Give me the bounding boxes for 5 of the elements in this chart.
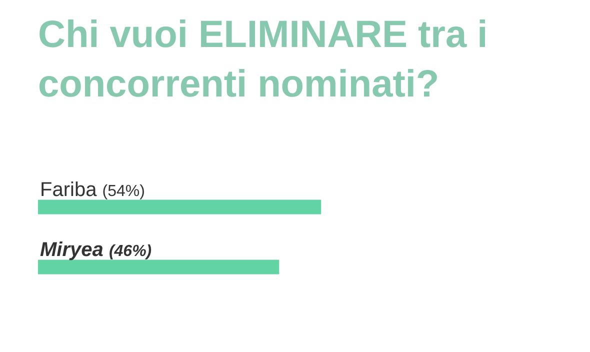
data-label: (46%) <box>108 243 152 260</box>
y-tick-label: Miryea <box>40 239 104 261</box>
data-label: (54%) <box>102 183 145 200</box>
y-tick-label: Fariba <box>40 179 97 201</box>
chart-title: Chi vuoi ELIMINARE tra i concorrenti nominati? <box>38 14 488 106</box>
